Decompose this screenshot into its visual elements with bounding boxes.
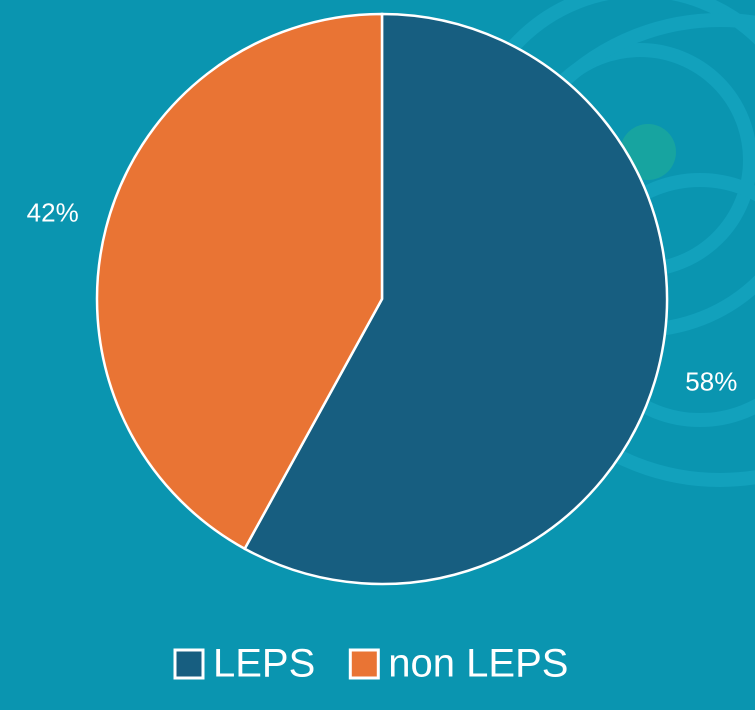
pie-slice — [95, 12, 384, 551]
data-label: 58% — [685, 366, 737, 396]
pie-slice — [243, 12, 669, 586]
legend-label: LEPS — [213, 642, 315, 686]
legend-swatch — [348, 648, 380, 680]
legend-swatch — [173, 648, 205, 680]
data-label: 42% — [27, 197, 79, 227]
legend-label: non LEPS — [388, 642, 568, 686]
